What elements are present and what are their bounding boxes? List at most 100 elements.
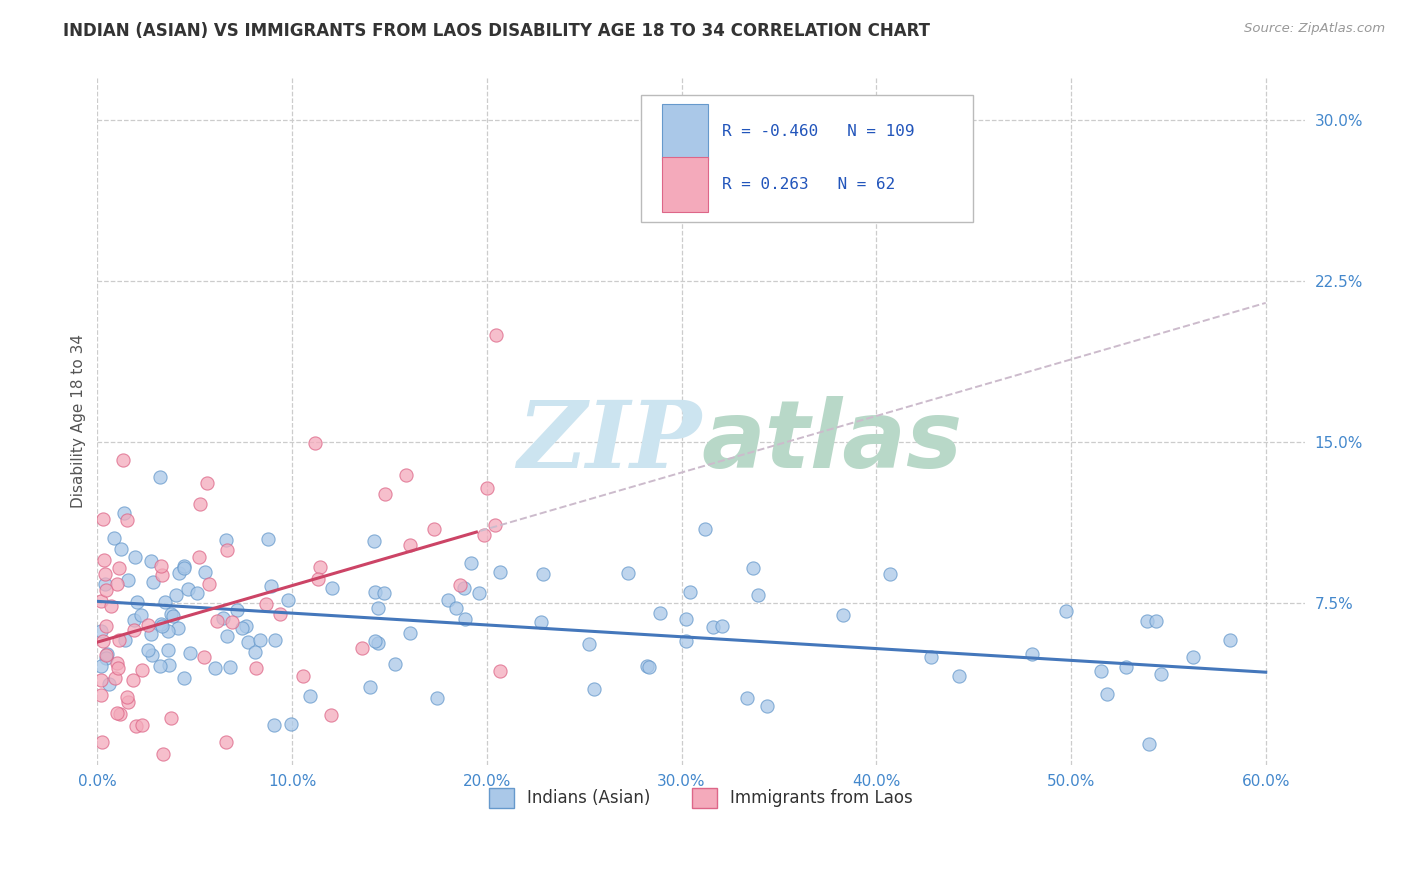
Point [111, 453, 134, 467]
Point [741, 561, 763, 575]
Point [257, 533, 280, 547]
Point [489, 565, 512, 579]
Point [485, 327, 508, 342]
Point [157, 657, 180, 672]
Point [1150, 667, 1173, 681]
Point [578, 637, 600, 651]
Point [638, 660, 661, 674]
Point [367, 601, 389, 615]
Point [1144, 614, 1167, 628]
Point [97, 676, 120, 690]
Point [489, 665, 512, 679]
Point [219, 660, 242, 674]
Point [215, 629, 238, 643]
Point [149, 470, 172, 484]
Point [103, 531, 125, 545]
Point [150, 619, 173, 633]
Point [139, 554, 162, 568]
Point [91, 511, 114, 525]
Point [107, 660, 129, 674]
Point [321, 582, 343, 596]
Point [756, 699, 779, 714]
Point [530, 615, 553, 629]
Point [167, 621, 190, 635]
Point [1095, 687, 1118, 701]
Point [204, 661, 226, 675]
Text: Source: ZipAtlas.com: Source: ZipAtlas.com [1244, 22, 1385, 36]
Point [131, 607, 153, 622]
Point [115, 690, 138, 704]
Point [426, 690, 449, 705]
Point [277, 592, 299, 607]
Point [90, 659, 112, 673]
Point [1090, 664, 1112, 678]
Point [359, 680, 381, 694]
Point [309, 560, 332, 574]
Point [150, 559, 173, 574]
Point [291, 668, 314, 682]
Point [384, 657, 406, 672]
Point [235, 618, 257, 632]
Point [1115, 660, 1137, 674]
Point [453, 581, 475, 595]
Point [249, 633, 271, 648]
Text: ZIP: ZIP [517, 397, 702, 487]
Point [108, 560, 131, 574]
Point [125, 595, 148, 609]
Point [367, 636, 389, 650]
Point [1054, 603, 1077, 617]
Point [193, 565, 215, 579]
Point [648, 607, 671, 621]
Point [280, 716, 302, 731]
Point [167, 566, 190, 581]
Point [423, 522, 446, 536]
Point [131, 663, 153, 677]
Point [110, 542, 132, 557]
Point [374, 486, 396, 500]
Point [531, 566, 554, 581]
Point [675, 612, 697, 626]
Point [173, 561, 195, 575]
Point [91, 634, 114, 648]
Point [105, 656, 128, 670]
Point [117, 573, 139, 587]
Point [122, 673, 145, 688]
Point [221, 615, 243, 630]
Point [373, 585, 395, 599]
Point [245, 645, 267, 659]
Point [103, 671, 125, 685]
Point [124, 549, 146, 564]
Point [90, 594, 112, 608]
Point [141, 626, 163, 640]
Point [319, 707, 342, 722]
Point [475, 482, 498, 496]
Point [350, 640, 373, 655]
Point [236, 635, 259, 649]
Point [207, 614, 229, 628]
Text: atlas: atlas [702, 395, 962, 488]
Point [94, 619, 117, 633]
Point [211, 611, 233, 625]
Point [90, 688, 112, 702]
Point [446, 601, 468, 615]
Point [96, 647, 118, 661]
Point [117, 695, 139, 709]
Point [142, 574, 165, 589]
Point [711, 619, 734, 633]
Point [364, 634, 387, 648]
Point [159, 711, 181, 725]
Point [136, 618, 159, 632]
Point [94, 650, 117, 665]
Point [215, 533, 238, 547]
Point [735, 690, 758, 705]
Point [122, 613, 145, 627]
Point [165, 588, 187, 602]
Point [198, 577, 221, 591]
Point [162, 609, 184, 624]
Point [188, 497, 211, 511]
Point [1137, 737, 1160, 751]
Point [679, 585, 702, 599]
Point [617, 566, 640, 580]
Point [460, 556, 482, 570]
Point [125, 719, 148, 733]
